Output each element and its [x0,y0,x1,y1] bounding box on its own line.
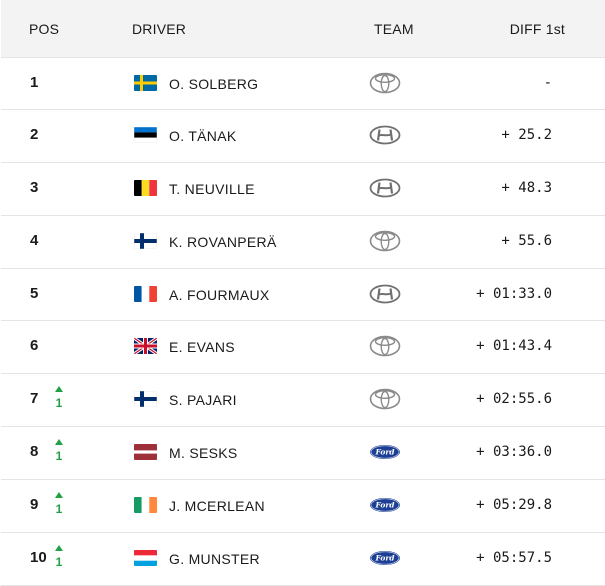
latvia-flag-icon [134,444,157,461]
position-number: 5 [30,284,39,302]
time-diff: + 05:57.5 [476,550,552,567]
ford-logo: Ford [369,547,401,569]
time-diff: + 05:29.8 [476,497,552,514]
table-row[interactable]: 8 1 M. SESKS Ford + 03:36.0 [1,427,605,481]
driver-name[interactable]: G. MUNSTER [169,551,260,568]
header-pos: POS [29,21,60,37]
toyota-logo [369,72,401,94]
finland-flag-icon [134,391,157,408]
driver-name[interactable]: S. PAJARI [169,392,237,409]
driver-name[interactable]: A. FOURMAUX [169,286,270,303]
arrow-up-icon [55,386,63,393]
table-row[interactable]: 9 1 J. MCERLEAN Ford + 05:29.8 [1,480,605,534]
estonia-flag-icon [134,126,157,143]
svg-text:Ford: Ford [374,448,395,457]
driver-name[interactable]: E. EVANS [169,339,235,356]
arrow-up-icon [55,439,63,446]
hyundai-logo [369,283,401,305]
time-diff: + 02:55.6 [476,391,552,408]
header-driver: DRIVER [132,21,187,37]
position-number: 7 [30,390,39,408]
ireland-flag-icon [134,497,157,514]
uk-flag-icon [134,338,157,355]
driver-name[interactable]: M. SESKS [169,445,238,462]
time-diff: + 01:43.4 [476,338,552,355]
table-row[interactable]: 7 1 S. PAJARI + 02:55.6 [1,374,605,428]
time-diff: + 48.3 [501,179,552,196]
position-number: 8 [30,443,39,461]
time-diff: + 55.6 [501,232,552,249]
driver-name[interactable]: T. NEUVILLE [169,180,255,197]
position-change: 1 [52,545,66,568]
position-change-value: 1 [55,449,63,464]
luxembourg-flag-icon [134,550,157,567]
position-number: 3 [30,178,39,196]
table-row[interactable]: 10 1 G. MUNSTER Ford + 05:57.5 [1,533,605,586]
position-number: 6 [30,337,39,355]
svg-text:Ford: Ford [374,501,395,510]
driver-name[interactable]: O. SOLBERG [169,76,259,92]
position-change-value: 1 [55,396,63,411]
table-header: POS DRIVER TEAM DIFF 1st [1,0,605,57]
hyundai-logo [369,177,401,199]
time-diff: - [543,75,552,91]
arrow-up-icon [55,492,63,499]
time-diff: + 03:36.0 [476,444,552,461]
belgium-flag-icon [134,179,157,196]
position-number: 1 [30,74,39,91]
time-diff: + 01:33.0 [476,285,552,302]
ford-logo: Ford [369,494,401,516]
table-body: 1 O. SOLBERG - 2 O. TÄNAK + 25.2 3 T. NEUVILLE +… [1,57,605,586]
table-row[interactable]: 6 E. EVANS + 01:43.4 [1,321,605,375]
toyota-logo [369,335,401,357]
position-change-value: 1 [55,555,63,570]
position-number: 4 [30,231,39,249]
driver-name[interactable]: J. MCERLEAN [169,498,265,515]
france-flag-icon [134,285,157,302]
toyota-logo [369,388,401,410]
svg-text:Ford: Ford [374,554,395,563]
table-row[interactable]: 2 O. TÄNAK + 25.2 [1,110,605,163]
position-number: 2 [30,125,39,143]
toyota-logo [369,230,401,252]
driver-name[interactable]: O. TÄNAK [169,127,237,144]
arrow-up-icon [55,545,63,552]
sweden-flag-icon [134,75,157,91]
finland-flag-icon [134,232,157,249]
header-diff: DIFF 1st [509,21,565,37]
driver-name[interactable]: K. ROVANPERÄ [169,233,277,250]
table-row[interactable]: 3 T. NEUVILLE + 48.3 [1,163,605,216]
table-row[interactable]: 5 A. FOURMAUX + 01:33.0 [1,269,605,322]
position-number: 9 [30,496,39,514]
header-team: TEAM [374,21,414,37]
position-change: 1 [52,492,66,515]
position-change-value: 1 [55,502,63,517]
position-number: 10 [30,549,47,567]
position-change: 1 [52,439,66,462]
time-diff: + 25.2 [501,126,552,143]
position-change: 1 [52,386,66,409]
ford-logo: Ford [369,441,401,463]
table-row[interactable]: 1 O. SOLBERG - [1,57,605,110]
table-row[interactable]: 4 K. ROVANPERÄ + 55.6 [1,216,605,269]
hyundai-logo [369,124,401,146]
